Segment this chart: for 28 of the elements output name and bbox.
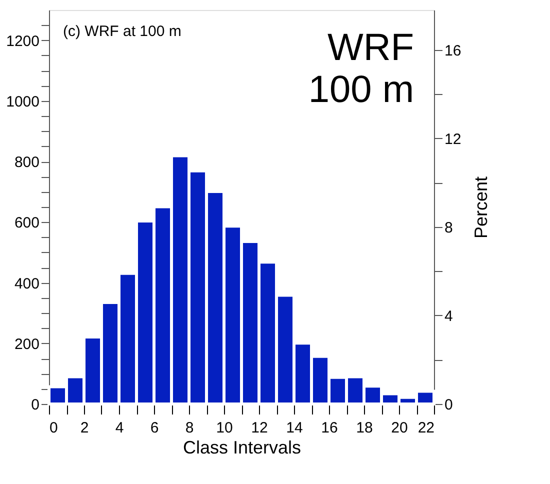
x-tick-label: 8 — [185, 420, 194, 436]
y2-tick-label: 12 — [444, 130, 462, 148]
annotation: WRF 100 m — [308, 27, 414, 111]
x-tick-label: 22 — [418, 420, 434, 436]
y2-tick-label: 0 — [444, 396, 453, 414]
y2-tick-label: 8 — [444, 219, 453, 236]
x-tick-label: 0 — [50, 420, 58, 436]
x-tick-label: 18 — [356, 420, 373, 436]
y2-axis-title: Percent — [471, 176, 492, 239]
x-tick-label: 2 — [80, 420, 89, 436]
x-tick-label: 10 — [216, 420, 233, 436]
x-tick-label: 14 — [286, 420, 303, 436]
y-tick-label: 0 — [31, 396, 40, 414]
y-tick-label: 200 — [14, 336, 40, 353]
x-tick-label: 4 — [115, 420, 124, 436]
y-tick-label: 600 — [14, 214, 40, 232]
y2-tick-label: 4 — [444, 308, 453, 325]
y-tick-label: 1200 — [6, 32, 40, 50]
y2-tick-label: 16 — [444, 42, 462, 60]
y-tick-label: 800 — [14, 154, 40, 172]
x-tick-label: 16 — [321, 420, 338, 436]
y-tick-label: 1000 — [6, 93, 40, 110]
x-tick-label: 12 — [251, 420, 268, 436]
x-tick-label: 6 — [150, 420, 159, 436]
x-axis-title: Class Intervals — [182, 438, 302, 458]
annotation: (c) WRF at 100 m — [63, 23, 182, 40]
y-tick-label: 400 — [14, 275, 40, 292]
x-tick-label: 20 — [391, 420, 408, 436]
